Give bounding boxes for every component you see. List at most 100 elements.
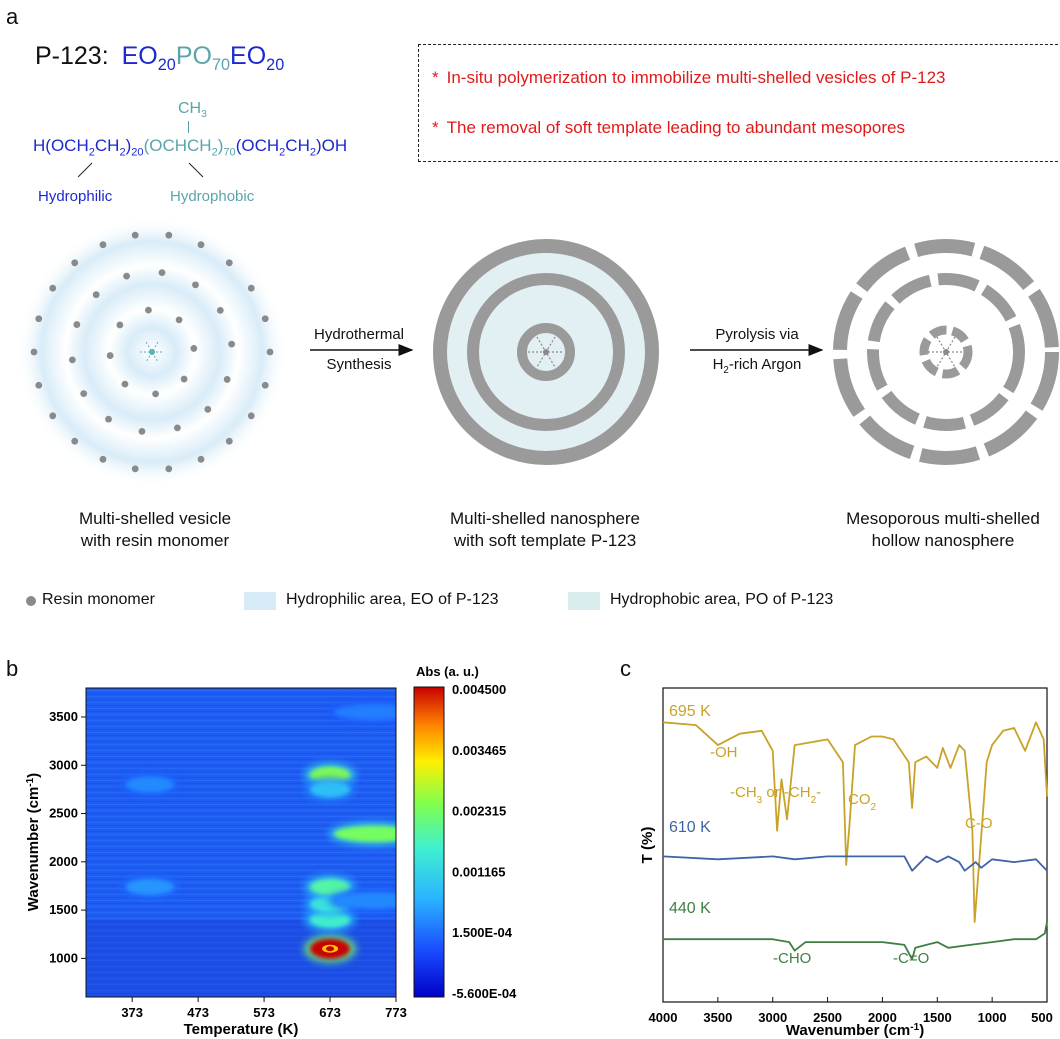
hydrophobic-label: Hydrophobic (170, 188, 255, 205)
resin-monomer-dot (138, 427, 146, 435)
vesicle-drawing (17, 217, 287, 487)
ftir-xtick-label: 3000 (758, 1010, 787, 1025)
scheme-legend: Resin monomer Hydrophilic area, EO of P-… (20, 590, 1060, 612)
mesoporous-sphere-drawing (833, 239, 1059, 465)
formula-sub2: 70 (211, 56, 231, 74)
heatmap-ytick-label: 3500 (49, 709, 78, 724)
annotation-co2: CO2 (848, 791, 877, 813)
ftir-frame (662, 687, 1048, 1003)
resin-monomer-dot (145, 306, 152, 314)
resin-monomer-dot (49, 284, 57, 292)
resin-monomer-dot (190, 345, 198, 352)
ftir-xtick-label: 500 (1031, 1010, 1053, 1025)
resin-monomer-dot (131, 465, 139, 473)
ftir-series-line (663, 921, 1048, 961)
annotation-ceo: -C=O (893, 950, 929, 967)
resin-monomer-dot (106, 352, 114, 359)
heatmap-xtick-label: 473 (187, 1005, 209, 1020)
resin-monomer-dot (35, 381, 43, 389)
panel-c-letter: c (620, 656, 631, 681)
series-label-610: 610 K (669, 819, 711, 836)
heatmap-xtick-label: 373 (121, 1005, 143, 1020)
structure-lines (77, 162, 204, 178)
resin-monomer-dot (152, 390, 159, 398)
colorbar-tick-label: 0.004500 (452, 682, 506, 697)
heatmap-hotspot (310, 878, 351, 895)
legend-resin: Resin monomer (42, 591, 155, 608)
resin-monomer-dot (223, 376, 231, 383)
resin-monomer-dot (35, 315, 43, 323)
resin-monomer-dot (216, 306, 224, 314)
ftir-chart: 4000 3500 3000 2500 2000 1500 1000 500 Wavenumb… (639, 687, 1053, 1039)
resin-monomer-dot (247, 284, 255, 292)
resin-monomer-dot (197, 455, 205, 463)
synthesis-scheme (17, 217, 1059, 487)
resin-monomer-dot (80, 390, 88, 398)
ch3-label: CH3 (178, 100, 207, 121)
ftir-xtick-label: 2000 (868, 1010, 897, 1025)
resin-monomer-dot (204, 405, 212, 413)
resin-monomer-dot (192, 281, 199, 289)
highlights-box (418, 44, 1060, 162)
heatmap-hotspot (310, 781, 351, 798)
resin-dot-icon (26, 596, 36, 606)
formula-eo1: EO (121, 42, 158, 70)
resin-monomer-dot (228, 340, 236, 348)
heatmap-xtick-label: 773 (385, 1005, 407, 1020)
caption-mesoporous: Mesoporous multi-shelled hollow nanospher… (846, 509, 1040, 550)
resin-monomer-dot (123, 272, 130, 280)
resin-monomer-dot (261, 315, 269, 323)
heatmap-hotspot (125, 776, 174, 793)
heatmap-ytick-label: 2500 (49, 806, 78, 821)
series-label-695: 695 K (669, 703, 711, 720)
resin-monomer-dot (116, 321, 124, 329)
resin-monomer-dot (225, 437, 233, 445)
heatmap-ytick-label: 1500 (49, 902, 78, 917)
legend-hydrophobic: Hydrophobic area, PO of P-123 (610, 591, 834, 608)
formula-po: PO (175, 42, 212, 70)
arrow2-label-bottom: H2-rich Argon (712, 356, 802, 376)
resin-monomer-dot (165, 465, 173, 473)
resin-monomer-dot (73, 321, 81, 328)
panel-b-letter: b (6, 656, 19, 681)
colorbar-tick-label: 0.002315 (452, 804, 506, 819)
heatmap-chart: 373 473 573 673 773 1000 1500 2000 2500 3000 3500… (25, 664, 518, 1038)
highlight-2: * The removal of soft template leading to… (432, 118, 905, 137)
heatmap-hotspot (310, 911, 351, 928)
resin-monomer-dot (266, 348, 274, 356)
ftir-series-line (662, 855, 1048, 872)
series-label-440: 440 K (669, 900, 711, 917)
colorbar-tick-label: 1.500E-04 (452, 925, 513, 940)
ftir-xtick-label: 2500 (813, 1010, 842, 1025)
resin-monomer-dot (68, 356, 76, 364)
ftir-xlabel: Wavenumber (cm-1) (786, 1022, 924, 1039)
p123-structure: H(OCH2CH2)20(OCHCH2)70(OCH2CH2)OH (33, 136, 348, 159)
p123-formula: P-123: EO20PO70EO20 (35, 42, 284, 75)
colorbar-tick-label: 0.003465 (452, 743, 506, 758)
resin-monomer-dot (180, 375, 188, 383)
heatmap-xlabel: Temperature (K) (184, 1021, 299, 1038)
colorbar-tick-label: 0.001165 (452, 864, 506, 879)
heatmap-hotspot (334, 704, 396, 721)
highlight-1: * In-situ polymerization to immobilize mu… (432, 68, 946, 87)
heatmap-ylabel: Wavenumber (cm-1) (25, 773, 43, 911)
heatmap-frame (85, 687, 397, 998)
formula-label: P-123: (35, 42, 109, 70)
nanosphere-drawing (433, 239, 659, 465)
annotation-co: C-O (965, 815, 993, 832)
arrow1-label-bottom: Synthesis (326, 356, 392, 373)
colorbar-tick-label: -5.600E-04 (452, 986, 517, 1001)
resin-monomer-dot (131, 231, 139, 239)
panel-a-letter: a (6, 4, 19, 29)
resin-monomer-dot (71, 437, 79, 445)
hydrophobic-swatch (568, 592, 600, 610)
formula-sub3: 20 (266, 56, 285, 74)
heatmap-xtick-label: 673 (319, 1005, 341, 1020)
annotation-cho: -CHO (773, 950, 811, 967)
resin-monomer-dot (197, 241, 205, 249)
annotation-ch: -CH3 or -CH2- (730, 784, 821, 806)
ch3-bond (188, 121, 189, 133)
resin-monomer-dot (71, 259, 79, 267)
bullet-star-icon: * (432, 68, 439, 87)
resin-monomer-dot (49, 412, 57, 420)
